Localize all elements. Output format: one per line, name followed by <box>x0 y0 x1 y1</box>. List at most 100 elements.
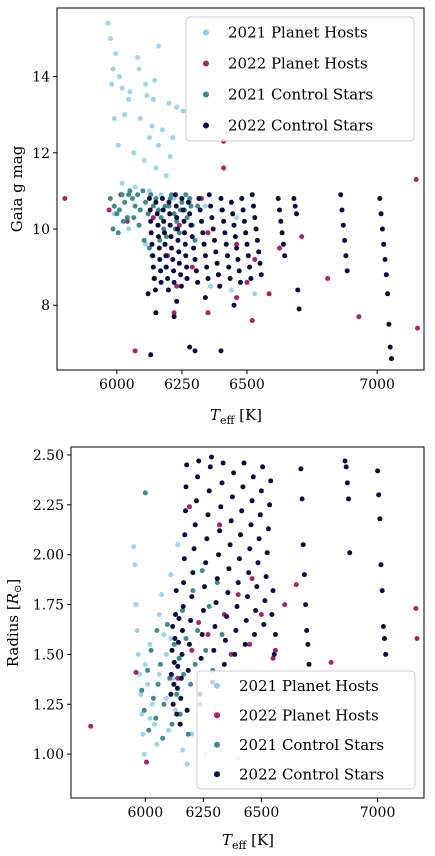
p1-point-control_2022-99 <box>268 478 274 484</box>
p0-point-control_2022-128 <box>381 241 387 247</box>
p1-point-control_2022-60 <box>222 637 228 643</box>
p1-point-hosts_2022-3 <box>175 675 181 681</box>
p1-point-control_2022-47 <box>207 464 213 470</box>
p0-legend-label-2: 2021 Control Stars <box>228 86 373 104</box>
p1-point-control_2022-62 <box>225 590 231 596</box>
p0-point-hosts_2021-12 <box>166 100 172 106</box>
p0-point-control_2022-123 <box>343 253 349 259</box>
panel-gaia-mag: 6000 6250 6500 7000 8 10 12 14 Teff [K] Gaia g… <box>8 7 425 427</box>
p1-point-control_2022-54 <box>216 552 221 558</box>
p1-point-control_2022-44 <box>204 536 210 542</box>
p1-point-control_2022-32 <box>190 570 196 576</box>
p0-point-hosts_2022-23 <box>132 348 138 354</box>
p1-point-hosts_2021-23 <box>173 707 178 713</box>
p1-point-control_2022-72 <box>236 556 242 562</box>
p0-point-hosts_2022-6 <box>176 222 182 228</box>
p0-point-control_2021-30 <box>187 196 193 201</box>
p0-point-control_2021-11 <box>137 207 143 213</box>
p0-point-hosts_2021-13 <box>174 104 180 110</box>
p0-point-control_2021-39 <box>136 222 142 228</box>
p1-point-hosts_2022-12 <box>293 582 299 588</box>
p0-point-control_2022-91 <box>238 279 243 285</box>
p1-point-hosts_2022-20 <box>413 606 419 611</box>
p0-point-control_2022-54 <box>189 234 195 240</box>
p1-point-control_2022-2 <box>169 647 175 653</box>
p1-point-control_2022-29 <box>186 641 192 647</box>
p0-point-control_2022-24 <box>165 276 171 281</box>
p0-point-hosts_2021-23 <box>153 165 159 171</box>
p0-point-control_2022-29 <box>168 234 174 240</box>
p1-legend-box <box>196 670 416 790</box>
p1-point-control_2022-20 <box>180 604 186 609</box>
panel-gaia-mag-legend: 2021 Planet Hosts 2022 Planet Hosts 2021 C… <box>185 16 415 142</box>
p0-point-control_2022-10 <box>154 211 160 217</box>
p1-point-control_2022-30 <box>188 618 194 623</box>
p1-point-control_2021-11 <box>160 735 166 741</box>
p0-point-control_2022-67 <box>206 192 212 198</box>
p0-point-control_2022-22 <box>163 253 169 259</box>
p1-point-control_2021-27 <box>195 628 201 633</box>
p1-point-control_2022-124 <box>383 651 389 657</box>
panel-gaia-mag-x-axis: 6000 6250 6500 7000 <box>99 370 395 393</box>
p0-point-control_2021-37 <box>126 192 132 198</box>
p1-point-control_2022-87 <box>254 584 260 590</box>
p1-point-control_2022-24 <box>183 508 188 514</box>
p1-point-hosts_2021-14 <box>152 721 158 727</box>
p1-point-control_2022-98 <box>267 502 273 508</box>
p0-point-control_2022-120 <box>339 207 345 213</box>
p1-legend-marker-2 <box>214 741 220 748</box>
panel-gaia-mag-points <box>62 20 420 362</box>
p1-point-control_2022-119 <box>377 516 383 522</box>
p0-ytick-label-0: 8 <box>41 298 50 314</box>
p1-point-control_2022-122 <box>380 624 386 629</box>
p1-ytick-label-1: 1.25 <box>33 697 64 713</box>
p0-point-control_2022-47 <box>182 241 188 247</box>
p1-point-hosts_2022-2 <box>144 759 149 765</box>
p0-point-control_2022-74 <box>215 272 221 278</box>
p1-ytick-label-2: 1.50 <box>33 647 64 663</box>
p0-point-control_2022-131 <box>385 291 391 297</box>
p0-point-control_2021-15 <box>148 192 154 198</box>
p0-point-control_2022-89 <box>235 257 241 262</box>
p0-point-control_2022-18 <box>160 207 166 213</box>
p1-point-control_2022-102 <box>271 651 277 657</box>
p0-point-hosts_2022-20 <box>124 218 130 224</box>
p0-point-hosts_2022-5 <box>150 215 156 221</box>
p0-point-control_2021-45 <box>167 196 173 201</box>
p1-point-control_2022-66 <box>229 494 235 500</box>
p0-point-control_2022-62 <box>200 230 206 236</box>
p1-point-control_2022-70 <box>234 604 240 609</box>
p1-point-control_2022-45 <box>205 512 211 518</box>
p0-point-control_2022-130 <box>383 272 389 278</box>
p1-point-hosts_2021-9 <box>141 751 147 757</box>
p0-point-control_2022-129 <box>382 257 388 262</box>
p0-point-hosts_2021-45 <box>126 97 132 102</box>
p1-point-control_2022-55 <box>217 528 223 534</box>
panel-radius-ylabel: Radius [R⊙] <box>4 579 24 668</box>
p1-legend-label-1: 2022 Planet Hosts <box>239 706 379 724</box>
p1-point-hosts_2021-28 <box>189 731 195 737</box>
p0-point-control_2021-40 <box>141 237 147 243</box>
p0-point-control_2022-20 <box>162 230 167 236</box>
p0-point-hosts_2022-15 <box>244 279 250 285</box>
p1-point-control_2022-79 <box>245 594 250 600</box>
p0-point-control_2022-19 <box>161 218 167 224</box>
panel-radius-xlabel: Teff [K] <box>222 831 274 852</box>
p1-point-hosts_2022-9 <box>258 612 264 617</box>
p0-point-control_2022-104 <box>254 237 260 243</box>
p1-point-control_2022-7 <box>172 636 178 641</box>
p0-point-hosts_2021-25 <box>119 180 125 186</box>
p1-point-control_2022-17 <box>178 675 184 681</box>
p0-point-control_2021-10 <box>135 192 141 198</box>
p1-point-control_2021-9 <box>155 681 161 687</box>
p1-point-hosts_2022-1 <box>133 669 139 675</box>
p0-point-control_2022-0 <box>146 196 152 201</box>
p0-point-hosts_2021-42 <box>135 55 141 60</box>
p1-point-control_2021-3 <box>145 667 151 673</box>
p0-point-hosts_2021-49 <box>146 135 152 141</box>
p0-point-hosts_2021-6 <box>119 85 125 91</box>
p0-point-control_2022-31 <box>170 257 176 262</box>
p1-point-control_2021-22 <box>183 636 189 641</box>
p1-xtick-label-0: 6000 <box>127 805 163 821</box>
p1-point-control_2022-105 <box>299 496 305 502</box>
